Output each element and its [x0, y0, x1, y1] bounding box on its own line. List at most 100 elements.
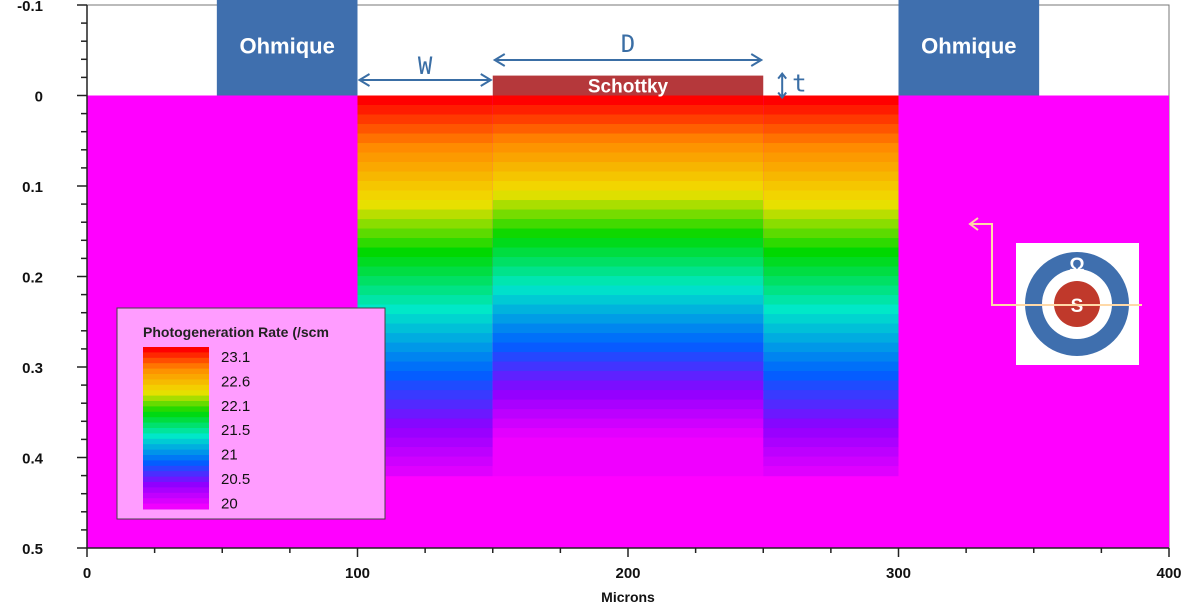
photogeneration-band — [357, 247, 493, 258]
photogeneration-band — [763, 295, 899, 306]
thickness-t-head-top — [777, 71, 787, 80]
photogeneration-band — [357, 390, 493, 401]
thickness-t-head-bottom — [777, 91, 787, 100]
ohmic-contact — [216, 0, 358, 96]
photogeneration-band — [357, 171, 493, 182]
photogeneration-band — [763, 171, 899, 182]
photogeneration-band — [357, 409, 493, 420]
photogeneration-band — [492, 409, 764, 420]
photogeneration-band — [492, 371, 764, 382]
photogeneration-band — [492, 342, 764, 353]
diameter-d-arrow-head-right — [750, 53, 764, 67]
legend-swatch — [143, 357, 209, 364]
photogeneration-band — [492, 152, 764, 163]
photogeneration-band — [492, 361, 764, 372]
photogeneration-band — [763, 219, 899, 230]
legend-value: 21 — [221, 447, 238, 464]
photogeneration-band — [357, 143, 493, 154]
photogeneration-band — [357, 95, 493, 106]
x-tick-label: 200 — [615, 565, 640, 582]
legend-swatch — [143, 482, 209, 488]
photogeneration-band — [763, 266, 899, 277]
photogeneration-band — [763, 143, 899, 154]
photogeneration-band — [763, 285, 899, 296]
photogeneration-band — [763, 190, 899, 201]
photogeneration-band — [492, 143, 764, 154]
inset-ohmic-symbol: Ω — [1069, 255, 1084, 276]
photogeneration-band — [763, 247, 899, 258]
photogeneration-band — [763, 447, 899, 458]
y-tick-label: 0.2 — [22, 270, 43, 287]
cut-line-arrowhead — [968, 217, 979, 231]
photogeneration-band — [357, 456, 493, 467]
photogeneration-band — [357, 304, 493, 315]
legend-swatch — [143, 379, 209, 386]
photogeneration-band — [492, 390, 764, 401]
legend-swatch — [143, 347, 209, 353]
photogeneration-band — [763, 352, 899, 363]
inset-schottky-symbol: S — [1071, 296, 1084, 317]
ohmic-label: Ohmique — [239, 34, 334, 59]
photogeneration-band — [357, 238, 493, 249]
legend-swatch — [143, 395, 209, 402]
y-tick-label: 0.5 — [22, 541, 43, 558]
legend-swatch — [143, 374, 209, 380]
photogeneration-band — [492, 456, 764, 467]
photogeneration-band — [492, 181, 764, 192]
photogeneration-band — [763, 257, 899, 268]
photogeneration-band — [492, 314, 764, 325]
photogeneration-band — [763, 333, 899, 344]
photogeneration-band — [492, 295, 764, 306]
legend-colorbar — [143, 347, 209, 510]
photogeneration-band — [763, 399, 899, 410]
photogeneration-band — [492, 466, 764, 477]
photogeneration-band — [357, 447, 493, 458]
photogeneration-band — [357, 437, 493, 448]
width-w-arrow-head-left — [357, 73, 371, 87]
photogeneration-band — [763, 209, 899, 220]
legend-value: 20 — [221, 495, 238, 512]
y-tick-label: 0 — [35, 89, 43, 106]
photogeneration-band — [357, 200, 493, 211]
photogeneration-band — [492, 114, 764, 125]
photogeneration-band — [763, 314, 899, 325]
legend-swatch — [143, 498, 209, 505]
photogeneration-band — [492, 447, 764, 458]
x-tick-label: 400 — [1156, 565, 1181, 582]
y-tick-label: 0.4 — [22, 451, 44, 468]
photogeneration-band — [763, 95, 899, 106]
photogeneration-band — [492, 105, 764, 116]
legend-swatch — [143, 428, 209, 434]
photogeneration-band — [492, 228, 764, 239]
photogeneration-band — [357, 361, 493, 372]
legend-swatch — [143, 390, 209, 397]
photogeneration-band — [492, 352, 764, 363]
legend-swatch — [143, 368, 209, 375]
legend-swatch — [143, 422, 209, 429]
photogeneration-band — [492, 200, 764, 211]
photogeneration-band — [492, 257, 764, 268]
photogeneration-band — [763, 456, 899, 467]
photogeneration-band — [492, 399, 764, 410]
photogeneration-band — [763, 380, 899, 391]
legend-swatch — [143, 433, 209, 440]
photogeneration-band — [492, 418, 764, 429]
legend-value: 21.5 — [221, 422, 250, 439]
photogeneration-band — [763, 428, 899, 439]
photogeneration-band — [492, 95, 764, 106]
legend-value: 23.1 — [221, 349, 250, 366]
photogeneration-band — [492, 219, 764, 230]
photogeneration-band — [357, 285, 493, 296]
photogeneration-band — [357, 219, 493, 230]
legend-swatch — [143, 460, 209, 467]
photogeneration-band — [357, 276, 493, 287]
photogeneration-band — [763, 114, 899, 125]
photogeneration-band — [492, 171, 764, 182]
photogeneration-band — [357, 114, 493, 125]
y-tick-label: 0.3 — [22, 360, 43, 377]
photogeneration-band — [763, 409, 899, 420]
photogeneration-band — [357, 133, 493, 144]
legend-swatch — [143, 476, 209, 483]
photogeneration-band — [763, 361, 899, 372]
ohmic-contact — [898, 0, 1040, 96]
